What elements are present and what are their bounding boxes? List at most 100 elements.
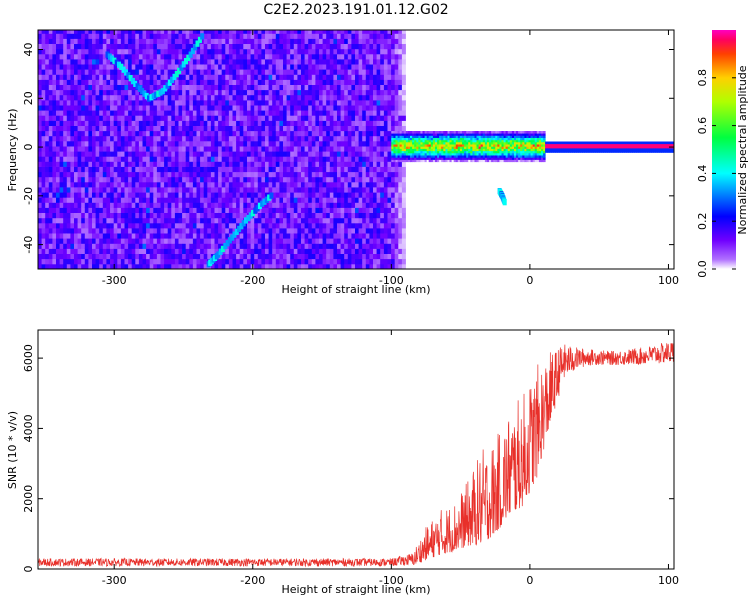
- spectrogram-cell: [113, 69, 118, 75]
- spectrogram-cell: [268, 243, 273, 249]
- spectrogram-cell: [304, 187, 309, 193]
- spectrogram-cell: [45, 258, 50, 265]
- spectrogram-cell: [355, 48, 359, 55]
- spectrogram-cell: [283, 258, 287, 265]
- spectrogram-cell: [117, 258, 122, 265]
- spectrogram-cell: [56, 59, 60, 65]
- spectrogram-cell: [164, 192, 169, 198]
- spectrogram-cell: [207, 217, 212, 224]
- spectrogram-cell: [297, 197, 302, 203]
- spectrogram-cell: [319, 74, 323, 80]
- spectrogram-cell: [358, 141, 363, 147]
- spectrogram-cell: [113, 74, 118, 80]
- spectrogram-cell: [66, 258, 71, 265]
- spectrogram-cell: [261, 253, 266, 260]
- spectrogram-cell: [70, 258, 75, 265]
- spectrogram-cell: [304, 212, 309, 219]
- spectrogram-cell: [315, 192, 320, 198]
- spectrogram-cell: [247, 146, 251, 152]
- spectrogram-cell: [135, 228, 140, 234]
- spectrogram-cell: [70, 43, 75, 50]
- spectrogram-cell: [333, 79, 338, 85]
- spectrogram-cell: [340, 166, 345, 173]
- spectrogram-cell: [117, 212, 122, 219]
- spectrogram-cell: [131, 64, 136, 70]
- spectrogram-cell: [268, 84, 273, 91]
- spectrogram-cell: [365, 141, 370, 147]
- spectrogram-cell: [337, 253, 341, 260]
- spectrogram-cell: [56, 151, 60, 157]
- spectrogram-cell: [315, 30, 320, 34]
- spectrogram-cell: [275, 192, 280, 198]
- spectrogram-cell: [254, 79, 259, 85]
- spectrogram-cell: [286, 197, 291, 203]
- spectrogram-cell: [77, 89, 82, 96]
- spectrogram-cell: [74, 135, 78, 142]
- spectrogram-cell: [182, 38, 187, 44]
- spectrogram-cell: [142, 207, 147, 213]
- spectrogram-cell: [102, 248, 107, 254]
- spectrogram-cell: [178, 228, 183, 234]
- spectrogram-cell: [113, 161, 118, 167]
- spectrogram-cell: [92, 84, 96, 91]
- spectrogram-cell: [401, 79, 406, 85]
- spectrogram-cell: [340, 187, 345, 193]
- spectrogram-cell: [92, 33, 96, 39]
- spectrogram-cell: [283, 171, 287, 178]
- spectrogram-cell: [210, 248, 215, 254]
- spectrogram-cell: [358, 263, 363, 269]
- spectrogram-cell: [414, 150, 417, 154]
- spectrogram-cell: [95, 115, 100, 121]
- spectrogram-cell: [117, 233, 122, 239]
- spectrogram-cell: [358, 192, 363, 198]
- spectrogram-cell: [351, 192, 356, 198]
- spectrogram-cell: [178, 176, 183, 183]
- spectrogram-cell: [164, 105, 169, 111]
- spectrogram-cell: [247, 89, 251, 96]
- spectrogram-cell: [182, 233, 187, 239]
- spectrogram-cell: [156, 228, 161, 234]
- spectrogram-cell: [268, 176, 273, 183]
- spectrogram-cell: [337, 74, 341, 80]
- spectrogram-cell: [373, 217, 377, 224]
- spectrogram-cell: [66, 212, 71, 219]
- spectrogram-cell: [358, 243, 363, 249]
- spectrogram-cell: [48, 105, 53, 111]
- spectrogram-cell: [45, 125, 50, 132]
- spectrogram-cell: [355, 217, 359, 224]
- spectrogram-cell: [207, 53, 212, 60]
- spectrogram-cell: [106, 207, 111, 213]
- spectrogram-cell: [351, 176, 356, 183]
- spectrogram-cell: [228, 248, 233, 254]
- spectrogram-cell: [268, 59, 273, 65]
- spectrogram-cell: [174, 217, 179, 224]
- spectrogram-cell: [398, 207, 403, 213]
- spectrogram-cell: [365, 192, 370, 198]
- spectrogram-cell: [257, 69, 262, 75]
- spectrogram-cell: [164, 125, 169, 132]
- spectrogram-cell: [113, 30, 118, 34]
- spectrogram-cell: [153, 125, 158, 132]
- spectrogram-cell: [380, 212, 385, 219]
- spectrogram-cell: [239, 243, 244, 249]
- spectrogram-cell: [279, 263, 284, 269]
- spectrogram-cell: [41, 141, 46, 147]
- spectrogram-cell: [261, 243, 266, 249]
- spectrogram-cell: [236, 197, 241, 203]
- spectrogram-cell: [221, 38, 226, 44]
- spectrogram-cell: [149, 53, 154, 60]
- spectrogram-cell: [92, 74, 96, 80]
- spectrogram-cell: [117, 171, 122, 178]
- spectrogram-cell: [275, 135, 280, 142]
- spectrogram-cell: [225, 79, 230, 85]
- spectrogram-cell: [110, 187, 115, 193]
- spectrogram-cell: [333, 217, 338, 224]
- spectrogram-cell: [275, 125, 280, 132]
- spectrogram-cell: [214, 228, 219, 234]
- spectrogram-cell: [286, 166, 291, 173]
- spectrogram-cell: [185, 141, 190, 147]
- spectrogram-cell: [268, 30, 273, 34]
- spectrogram-cell: [113, 48, 118, 55]
- spectrogram-cell: [56, 253, 60, 260]
- spectrogram-cell: [416, 144, 419, 147]
